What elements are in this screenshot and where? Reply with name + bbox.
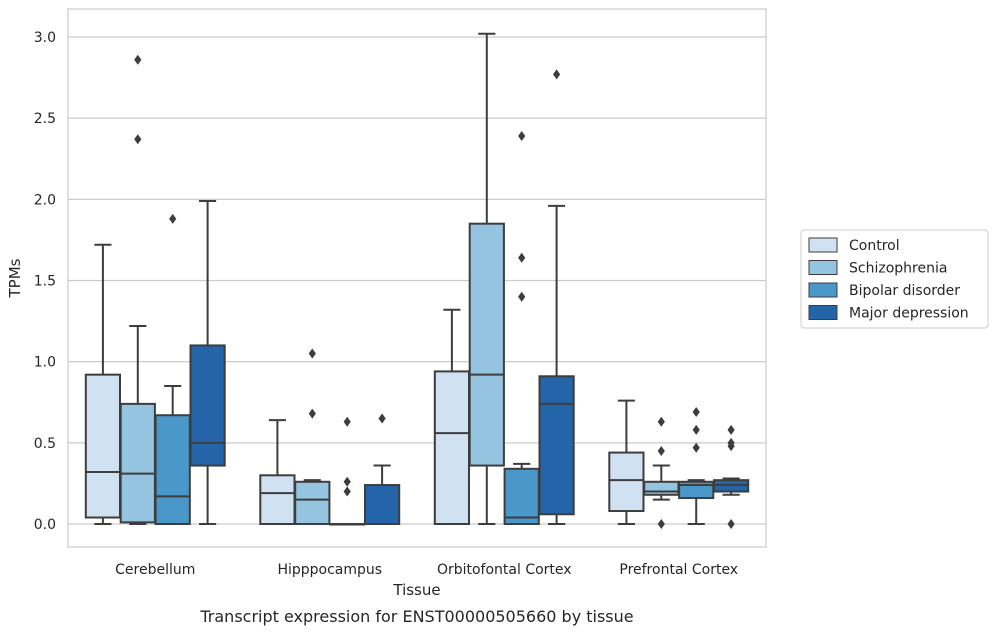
legend: Control Schizophrenia Bipolar disorder Majo… <box>800 229 989 329</box>
box-element <box>643 416 680 529</box>
outlier-point <box>343 486 351 497</box>
box-body <box>608 451 645 513</box>
y-tick-label: 2.0 <box>34 192 56 208</box>
box-element <box>189 199 226 525</box>
outlier-point <box>657 445 665 456</box>
outlier-point <box>134 54 142 65</box>
outlier-point <box>727 424 735 435</box>
y-tick-label: 1.5 <box>34 274 56 290</box>
box-body <box>259 474 296 525</box>
y-tick-label: 0.0 <box>34 517 56 533</box>
box-body <box>538 375 575 516</box>
box-body <box>189 344 226 467</box>
y-tick-label: 0.5 <box>34 436 56 452</box>
box-element <box>259 419 296 525</box>
box-element <box>294 348 331 525</box>
box-body <box>643 480 680 496</box>
legend-swatch <box>808 260 838 275</box>
box-element <box>608 399 645 525</box>
x-tick-label: Hipppocampus <box>277 562 382 578</box>
axes: 0.0 0.5 1.0 1.5 2.0 2.5 3.0 Cerebellum Hipppocam… <box>34 30 738 578</box>
box-element <box>468 32 505 525</box>
box-body <box>468 222 505 467</box>
outlier-point <box>343 416 351 427</box>
box-body <box>119 402 156 524</box>
legend-swatch <box>808 282 838 298</box>
outlier-point <box>692 442 700 453</box>
outlier-point <box>343 476 351 487</box>
outlier-point <box>308 348 316 359</box>
outlier-point <box>518 291 526 302</box>
y-tick-label: 2.5 <box>34 111 56 127</box>
box-body <box>154 414 191 525</box>
outlier-point <box>553 69 561 80</box>
box-element <box>538 69 575 525</box>
figure-caption: Transcript expression for ENST0000050566… <box>199 607 633 626</box>
outlier-point <box>657 519 665 529</box>
outlier-point <box>657 416 665 427</box>
x-tick-label: Prefrontal Cortex <box>619 562 738 578</box>
outlier-point <box>308 408 316 419</box>
box-element <box>678 406 715 525</box>
box-body <box>433 370 471 526</box>
outlier-point <box>518 131 526 142</box>
box-element <box>363 413 401 526</box>
outlier-point <box>692 406 700 417</box>
x-tick-label: Cerebellum <box>115 562 195 578</box>
box-element <box>119 54 156 525</box>
legend-swatch <box>808 237 838 253</box>
box-element <box>433 308 471 526</box>
legend-frame <box>800 229 989 329</box>
x-tick-label: Orbitofontal Cortex <box>437 562 572 578</box>
y-tick-label: 1.0 <box>34 355 56 371</box>
box-groups <box>84 32 750 529</box>
outlier-point <box>692 424 700 435</box>
box-element <box>84 243 122 525</box>
outlier-point <box>378 413 386 424</box>
box-body <box>503 467 540 526</box>
box-element <box>154 213 191 525</box>
box-element <box>329 416 366 526</box>
box-body <box>294 480 331 525</box>
outlier-point <box>727 437 735 448</box>
outlier-point <box>134 134 142 145</box>
box-body <box>84 373 122 519</box>
box-element <box>712 424 750 529</box>
x-axis-label: Tissue <box>392 581 440 599</box>
legend-swatch <box>808 305 838 320</box>
legend-label: Bipolar disorder <box>849 283 960 299</box>
legend-label: Major depression <box>849 306 969 322</box>
outlier-point <box>518 252 526 263</box>
plot-frame <box>67 8 767 548</box>
legend-label: Schizophrenia <box>849 261 947 277</box>
box-body <box>363 484 401 526</box>
y-axis-label: TPMs <box>6 258 24 298</box>
legend-label: Control <box>849 238 900 254</box>
outlier-point <box>169 213 177 224</box>
box-element <box>503 131 540 526</box>
outlier-point <box>727 519 735 529</box>
y-tick-label: 3.0 <box>34 30 56 46</box>
